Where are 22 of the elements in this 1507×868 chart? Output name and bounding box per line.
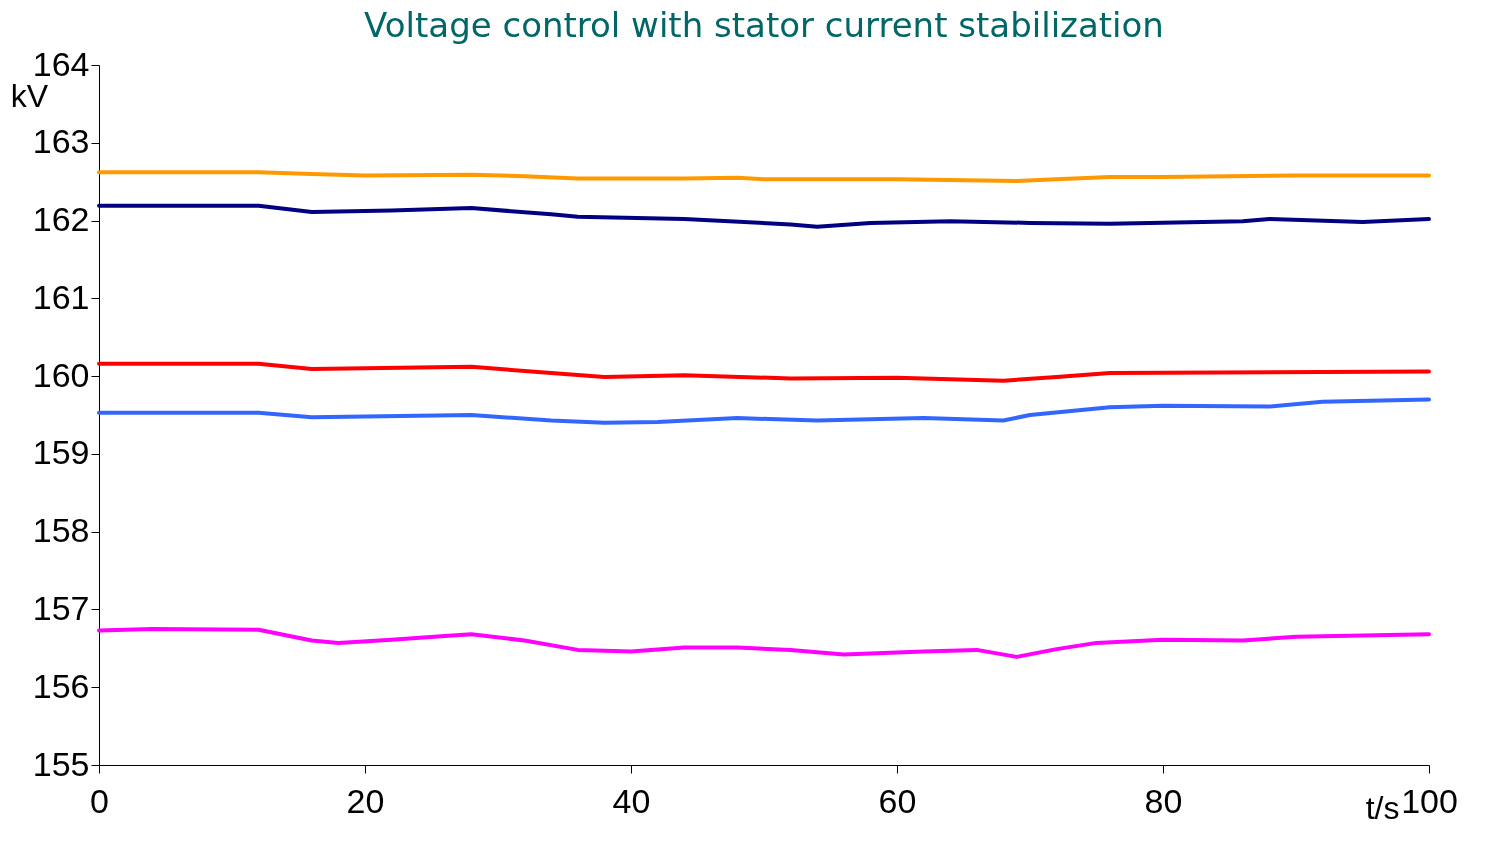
line-series [97,170,1431,183]
x-tick-label: 80 [1144,781,1183,820]
x-tick-label: 20 [346,781,385,820]
y-tick-label: 161 [32,277,90,316]
y-tick-label: 159 [32,433,90,472]
x-tick-label: 100 [1401,781,1458,820]
y-tick-label: 155 [32,744,90,783]
x-tick-label: 0 [90,781,109,820]
y-tick-label: 160 [32,355,90,394]
y-tick-label: 158 [32,511,90,550]
x-tick-label: 60 [878,781,917,820]
x-axis-title: t/s [1365,789,1400,826]
x-tick-label: 40 [612,781,651,820]
y-tick-label: 162 [32,200,90,239]
chart-title: Voltage control with stator current stabilization [364,5,1164,45]
line-series [97,361,1431,383]
line-series [97,397,1431,425]
y-tick-label: 157 [32,588,90,627]
y-tick-label: 163 [32,122,90,161]
y-tick-label: 156 [32,666,90,705]
line-series [97,626,1431,659]
line-series [97,203,1431,229]
